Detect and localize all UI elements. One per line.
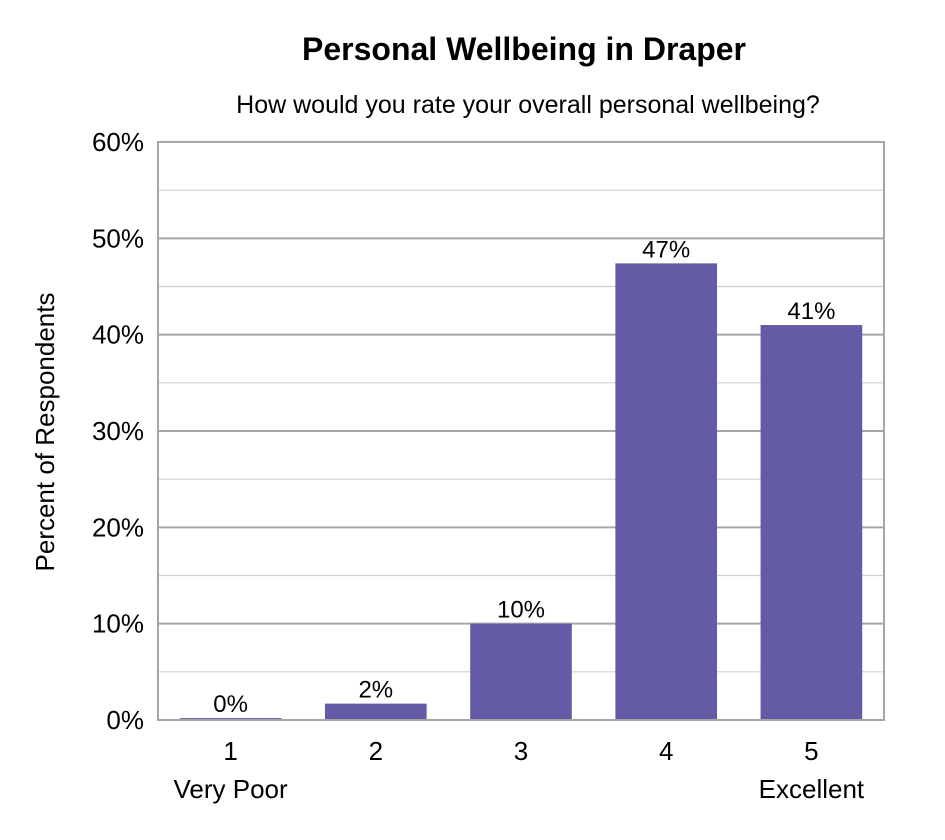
y-axis-label: Percent of Respondents [30,293,60,572]
data-label: 0% [213,691,248,718]
bar [324,703,427,720]
bar [760,325,863,720]
y-tick-label: 10% [92,609,144,639]
x-tick-sublabel: Excellent [759,774,865,804]
y-tick-label: 0% [106,705,144,735]
y-tick-label: 30% [92,416,144,446]
x-tick-label: 1 [223,736,237,766]
y-axis-ticks: 0% 10% 20% 30% 40% 50% 60% [92,127,144,735]
y-tick-label: 50% [92,223,144,253]
data-labels: 0% 2% 10% 47% 41% [213,236,835,718]
data-label: 10% [497,597,545,624]
data-label: 2% [358,677,393,704]
x-tick-label: 5 [804,736,818,766]
chart-subtitle: How would you rate your overall personal… [236,91,820,119]
y-tick-label: 60% [92,127,144,157]
x-tick-sublabel: Very Poor [174,774,289,804]
data-label: 41% [787,298,835,325]
plot-frame [157,141,885,721]
y-tick-label: 40% [92,320,144,350]
x-tick-label: 3 [514,736,528,766]
chart-title: Personal Wellbeing in Draper [302,31,746,67]
x-axis-ticks: 1 Very Poor 2 3 4 5 Excellent [174,736,865,804]
bar [615,263,718,720]
bar [470,623,572,720]
data-label: 47% [642,236,690,263]
y-tick-label: 20% [92,512,144,542]
x-tick-label: 2 [369,736,383,766]
x-tick-label: 4 [659,736,673,766]
bars [179,263,863,720]
